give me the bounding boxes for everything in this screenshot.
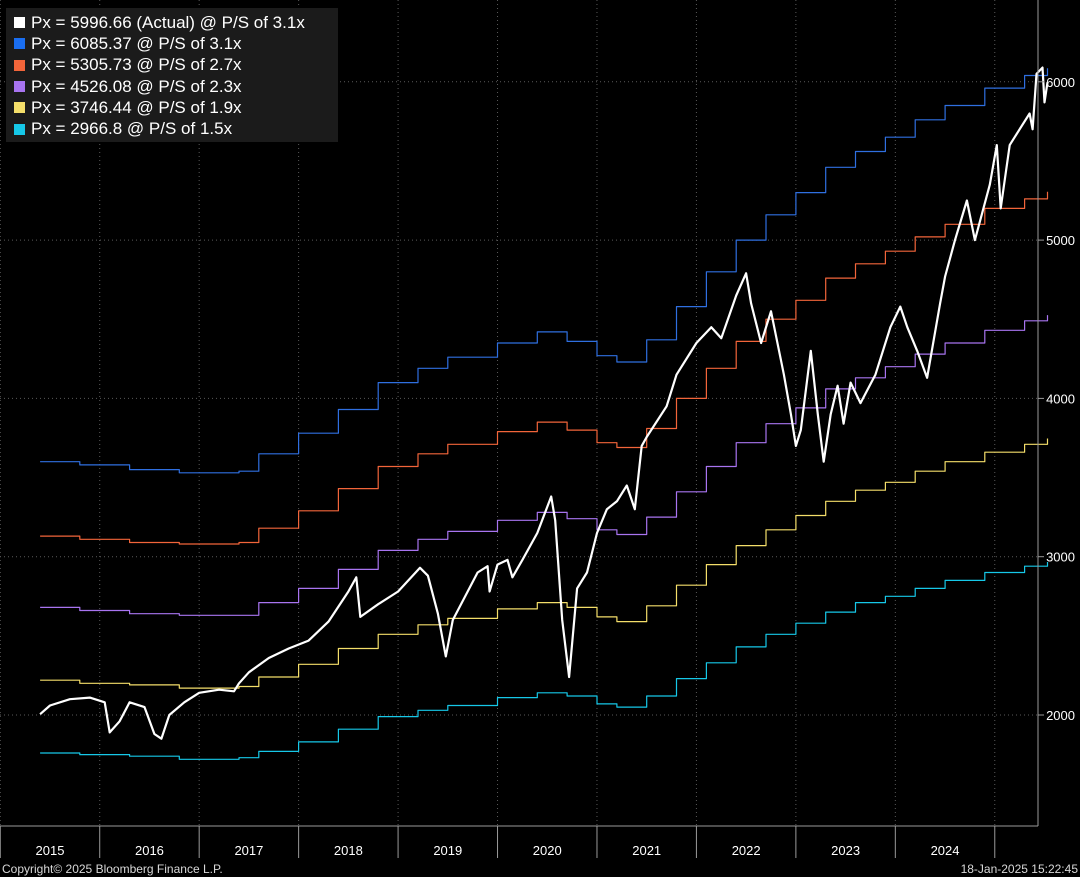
x-tick-label: 2022 [732,843,761,858]
legend-label: Px = 5305.73 @ P/S of 2.7x [31,55,242,75]
legend-swatch [14,102,25,114]
copyright-text: Copyright© 2025 Bloomberg Finance L.P. [2,862,223,876]
x-tick-label: 2021 [632,843,661,858]
series-line-ps-band [40,191,1049,545]
y-tick-label: 5000 [1046,233,1075,248]
legend-label: Px = 5996.66 (Actual) @ P/S of 3.1x [31,12,305,32]
y-tick-label: 2000 [1046,708,1075,723]
legend-item-2-7x: Px = 5305.73 @ P/S of 2.7x [14,55,338,76]
series-line-actual [39,66,1049,740]
series-layer [39,66,1049,760]
legend: Px = 5996.66 (Actual) @ P/S of 3.1x Px =… [6,8,338,142]
x-tick-label: 2023 [831,843,860,858]
x-tick-label: 2019 [433,843,462,858]
legend-label: Px = 2966.8 @ P/S of 1.5x [31,119,233,139]
legend-swatch [14,123,25,135]
legend-item-3-1x: Px = 6085.37 @ P/S of 3.1x [14,33,338,54]
legend-swatch [14,81,25,93]
x-tick-label: 2024 [931,843,960,858]
y-tick-label: 4000 [1046,391,1075,406]
legend-label: Px = 3746.44 @ P/S of 1.9x [31,97,242,117]
legend-label: Px = 4526.08 @ P/S of 2.3x [31,76,242,96]
y-tick-label: 6000 [1046,75,1075,90]
legend-swatch [14,38,25,50]
timestamp-text: 18-Jan-2025 15:22:45 [960,862,1078,876]
x-tick-label: 2015 [36,843,65,858]
x-tick-label: 2016 [135,843,164,858]
series-line-ps-band [40,438,1049,689]
y-tick-label: 3000 [1046,550,1075,565]
series-line-ps-band [40,68,1049,474]
legend-item-1-9x: Px = 3746.44 @ P/S of 1.9x [14,97,338,118]
x-tick-label: 2018 [334,843,363,858]
legend-item-actual: Px = 5996.66 (Actual) @ P/S of 3.1x [14,12,338,33]
legend-item-2-3x: Px = 4526.08 @ P/S of 2.3x [14,76,338,97]
series-line-ps-band [40,315,1049,616]
x-tick-label: 2020 [533,843,562,858]
x-tick-label: 2017 [234,843,263,858]
legend-label: Px = 6085.37 @ P/S of 3.1x [31,33,242,53]
series-line-ps-band [40,562,1049,760]
legend-swatch [14,17,25,29]
legend-item-1-5x: Px = 2966.8 @ P/S of 1.5x [14,118,338,139]
axis-layer: 2000 3000 4000 5000 6000 2015 2016 2017 2018 2019… [0,0,1075,858]
legend-swatch [14,59,25,71]
